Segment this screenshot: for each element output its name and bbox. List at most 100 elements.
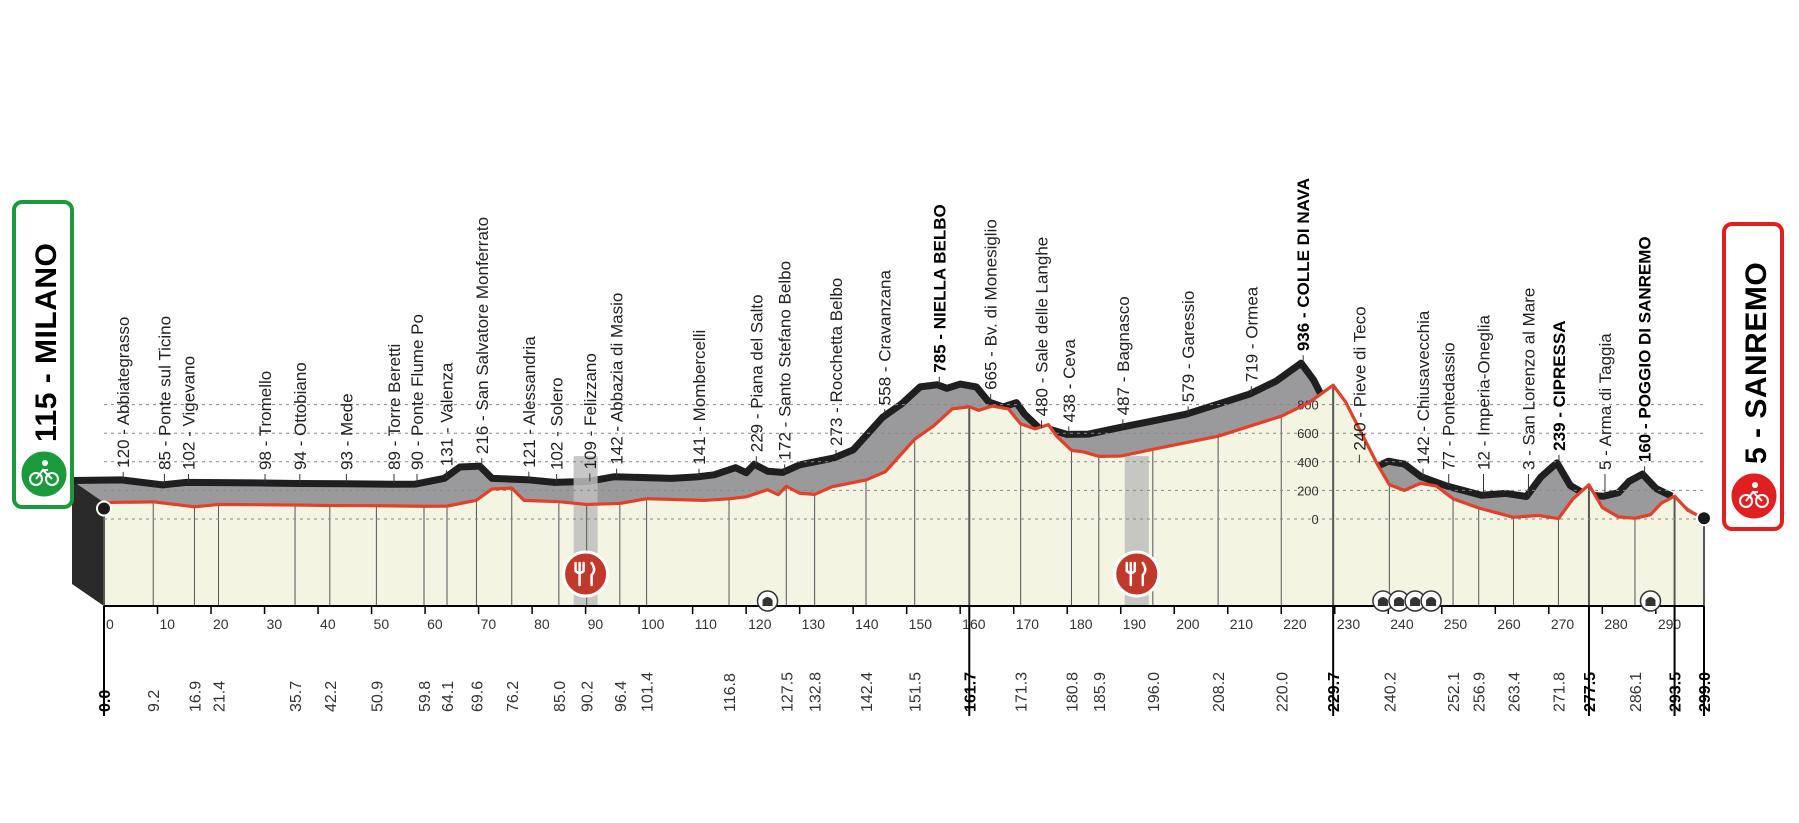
fork-shape [574, 561, 585, 587]
distance-label: 127.5 [779, 672, 796, 712]
km-tick-label: 270 [1551, 616, 1575, 632]
km-tick-label: 220 [1283, 616, 1307, 632]
start-label: 115 - MILANO [30, 243, 63, 442]
fork-knife-icon [1125, 561, 1147, 587]
start-dot [96, 500, 112, 517]
distance-label: 252.1 [1446, 672, 1463, 712]
distance-label: 220.0 [1274, 672, 1291, 712]
km-tick-label: 250 [1444, 616, 1468, 632]
waypoint-label: 102 - Vigevano [180, 356, 199, 470]
km-tick-label: 130 [802, 616, 826, 632]
distance-label: 59.8 [417, 681, 434, 712]
km-tick-label: 60 [427, 616, 443, 632]
km-tick-label: 90 [588, 616, 604, 632]
km-tick-label: 140 [855, 616, 879, 632]
km-tick-label: 50 [374, 616, 390, 632]
waypoint-label: 94 - Ottobiano [291, 362, 310, 470]
waypoint-label: 90 - Ponte Flume Po [408, 314, 427, 470]
distance-label: 208.2 [1211, 672, 1228, 712]
distance-label: 69.6 [469, 681, 486, 712]
waypoint-label: 558 - Cravanzana [876, 270, 895, 406]
distance-label: 180.8 [1064, 672, 1081, 712]
distance-label: 35.7 [288, 681, 305, 712]
distance-label: 299.0 [1697, 672, 1714, 712]
tunnel-glyph [1645, 597, 1656, 606]
km-tick-label: 170 [1016, 616, 1040, 632]
fork-knife-icon [574, 561, 596, 587]
waypoint-label: 93 - Mede [337, 393, 356, 470]
distance-label: 171.3 [1014, 672, 1031, 712]
distance-label: 185.9 [1092, 672, 1109, 712]
feed-zone-icon [562, 550, 610, 598]
waypoint-label: 5 - Arma di Taggia [1596, 333, 1615, 470]
km-tick-label: 190 [1123, 616, 1147, 632]
finish-label: 5 - SANREMO [1740, 262, 1773, 464]
road-line [103, 383, 1705, 521]
km-tick-label: 200 [1176, 616, 1200, 632]
waypoint-label: 120 - Abbiategrasso [114, 317, 133, 468]
km-tick-label: 30 [267, 616, 283, 632]
km-axis: 0 10 20 30 40 50 60 70 80 90 100 110 120 130 140 150 160… [103, 605, 1704, 632]
distance-label: 256.9 [1472, 672, 1489, 712]
distance-label: 90.2 [580, 681, 597, 712]
distance-label: 42.2 [323, 681, 340, 712]
waypoint-label: 172 - Santo Stefano Belbo [776, 261, 795, 460]
knife-shape [590, 561, 596, 587]
waypoint-label: 142 - Abbazia di Masio [608, 293, 627, 465]
tunnel-glyph [762, 597, 773, 606]
km-tick-label: 20 [213, 616, 229, 632]
profile-3d-layer [71, 359, 1704, 606]
waypoint-label: 240 - Pieve di Teco [1350, 306, 1369, 450]
distance-label: 286.1 [1628, 672, 1645, 712]
start-badge: 115 - MILANO [12, 200, 74, 509]
distance-label: 196.0 [1146, 672, 1163, 712]
vertical-guide-lines [103, 385, 1705, 606]
waypoint-label: 77 - Pontedassio [1440, 342, 1459, 470]
waypoint-label: 239 - CIPRESSA [1550, 320, 1569, 450]
distance-label: 50.9 [369, 681, 386, 712]
km-tick-label: 110 [695, 616, 718, 632]
feed-zone-icon [1113, 550, 1161, 598]
km-tick-label: 240 [1390, 616, 1414, 632]
altitude-tick-label: 600 [1297, 426, 1319, 441]
distance-label: 101.4 [640, 672, 657, 712]
tunnel-glyph [1426, 597, 1437, 606]
km-tick-label: 280 [1604, 616, 1628, 632]
waypoint-label: 665 - Bv. di Monesiglio [982, 219, 1001, 390]
cyclist-icon [18, 448, 70, 500]
tunnel-glyph [1410, 597, 1421, 606]
waypoint-label: 273 - Rocchetta Belbo [827, 278, 846, 446]
altitude-tick-label: 400 [1297, 455, 1319, 470]
distance-label: 16.9 [187, 681, 204, 712]
waypoint-label: 89 - Torre Beretti [385, 344, 404, 470]
distance-label: 85.0 [552, 681, 569, 712]
distance-label: 263.4 [1506, 672, 1523, 712]
waypoint-label: 719 - Ormea [1242, 286, 1261, 382]
distance-label: 277.5 [1582, 672, 1599, 712]
km-tick-label: 100 [641, 616, 665, 632]
distance-label: 116.8 [722, 673, 739, 712]
waypoint-label: 98 - Tromello [256, 371, 275, 470]
tunnel-glyph [1377, 597, 1388, 606]
bicycle-finish-glyph [1739, 482, 1769, 508]
distance-label: 64.1 [440, 681, 457, 712]
distance-label: 293.5 [1668, 672, 1685, 712]
km-tick-label: 210 [1230, 616, 1254, 632]
altitude-tick-label: 200 [1297, 483, 1319, 498]
waypoint-label: 229 - Piana del Salto [747, 294, 766, 452]
distance-label: 96.4 [613, 681, 630, 712]
waypoint-label: 487 - Bagnasco [1114, 296, 1133, 415]
waypoint-label: 85 - Ponte sul Ticino [155, 316, 174, 470]
distance-label: 240.2 [1382, 672, 1399, 712]
finish-dot [1696, 510, 1712, 527]
waypoint-label: 109 - Felizzano [581, 353, 600, 469]
cyclist-finish-icon [1728, 470, 1780, 522]
waypoint-label: 131 - Valenza [437, 362, 456, 466]
knife-shape [1141, 561, 1147, 587]
waypoint-label: 121 - Alessandria [520, 336, 539, 468]
distance-label: 161.7 [962, 672, 979, 712]
waypoint-label: 102 - Solero [548, 377, 567, 470]
distance-label: 151.5 [908, 672, 925, 712]
km-tick-label: 180 [1069, 616, 1093, 632]
